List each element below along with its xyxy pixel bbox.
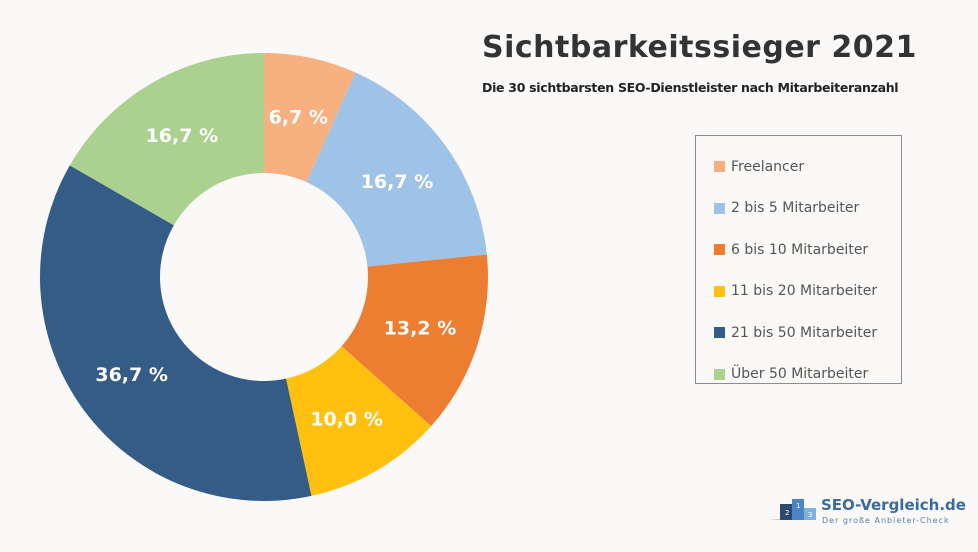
data-label: 36,7 % xyxy=(95,364,168,386)
chart-title: Sichtbarkeitssieger 2021 xyxy=(482,30,917,65)
legend-item: 2 bis 5 Mitarbeiter xyxy=(696,188,901,230)
donut-slice xyxy=(39,165,312,501)
legend-item: Freelancer xyxy=(696,146,901,188)
logo: 2 1 3 SEO-Vergleich.de Der große Anbiete… xyxy=(768,496,966,526)
svg-text:2: 2 xyxy=(785,509,789,517)
svg-text:1: 1 xyxy=(796,502,800,510)
podium-logo-icon: 2 1 3 xyxy=(768,499,816,520)
svg-text:3: 3 xyxy=(808,511,812,519)
legend: Freelancer 2 bis 5 Mitarbeiter 6 bis 10 Mi… xyxy=(695,135,902,384)
donut-slice xyxy=(69,53,265,226)
legend-swatch xyxy=(714,161,725,173)
legend-label: Über 50 Mitarbeiter xyxy=(731,366,869,383)
data-label: 16,7 % xyxy=(361,171,434,193)
legend-label: 2 bis 5 Mitarbeiter xyxy=(731,200,860,217)
legend-swatch xyxy=(714,202,725,214)
legend-label: Freelancer xyxy=(731,158,805,175)
data-label: 13,2 % xyxy=(384,318,457,340)
legend-item: 11 bis 20 Mitarbeiter xyxy=(696,271,901,313)
legend-label: 6 bis 10 Mitarbeiter xyxy=(731,241,869,258)
legend-label: 21 bis 50 Mitarbeiter xyxy=(731,324,878,341)
logo-name: SEO-Vergleich.de xyxy=(821,496,966,514)
chart-subtitle: Die 30 sichtbarsten SEO-Dienstleister na… xyxy=(482,80,899,95)
legend-swatch xyxy=(714,327,725,339)
donut-slice xyxy=(286,346,432,496)
legend-item: 6 bis 10 Mitarbeiter xyxy=(696,229,901,271)
donut-slice xyxy=(341,254,488,427)
data-label: 10,0 % xyxy=(310,409,383,431)
data-label: 6,7 % xyxy=(269,107,328,129)
donut-slice xyxy=(306,72,487,267)
data-label: 16,7 % xyxy=(146,125,219,147)
logo-tagline: Der große Anbieter-Check xyxy=(822,516,950,525)
legend-item: 21 bis 50 Mitarbeiter xyxy=(696,312,901,354)
donut-slice xyxy=(264,53,356,183)
legend-swatch xyxy=(714,285,725,297)
legend-swatch xyxy=(714,244,725,256)
legend-label: 11 bis 20 Mitarbeiter xyxy=(731,283,878,300)
legend-swatch xyxy=(714,368,725,380)
legend-item: Über 50 Mitarbeiter xyxy=(696,354,901,396)
